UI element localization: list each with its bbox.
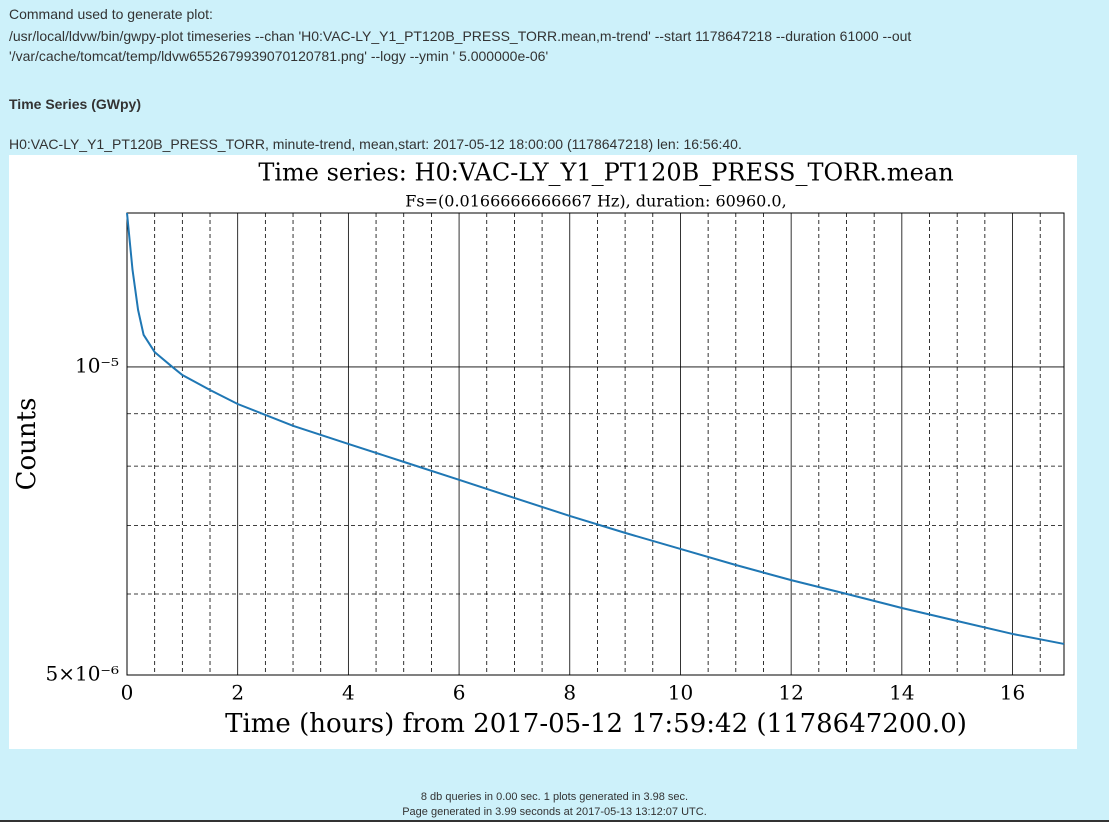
command-label: Command used to generate plot: — [9, 6, 213, 22]
data-line — [126, 212, 1065, 645]
x-tick-label: 0 — [121, 681, 134, 705]
command-text: /usr/local/ldvw/bin/gwpy-plot timeseries… — [9, 28, 912, 64]
x-tick-label: 2 — [231, 681, 244, 705]
x-tick-label: 8 — [563, 681, 576, 705]
plot-background — [9, 155, 1077, 749]
x-tick-label: 10 — [668, 681, 693, 705]
y-axis-label: Counts — [12, 398, 42, 491]
x-tick-label: 14 — [889, 681, 914, 705]
section-title: Time Series (GWpy) — [9, 96, 142, 112]
bottom-rule — [0, 820, 1109, 822]
footer-line: 8 db queries in 0.00 sec. 1 plots genera… — [420, 791, 689, 803]
footer-line: Page generated in 3.99 seconds at 2017-0… — [402, 806, 707, 818]
x-tick-label: 12 — [778, 681, 803, 705]
chart-title: Time series: H0:VAC-LY_Y1_PT120B_PRESS_T… — [258, 159, 953, 187]
y-tick-label: 5×10⁻⁶ — [45, 662, 119, 686]
channel-info: H0:VAC-LY_Y1_PT120B_PRESS_TORR, minute-t… — [9, 136, 742, 152]
x-tick-label: 16 — [1000, 681, 1025, 705]
y-tick-label: 10⁻⁵ — [75, 353, 119, 377]
x-axis-label: Time (hours) from 2017-05-12 17:59:42 (1… — [225, 709, 967, 739]
x-tick-label: 4 — [342, 681, 355, 705]
x-tick-label: 6 — [453, 681, 466, 705]
chart-subtitle: Fs=(0.0166666666667 Hz), duration: 60960… — [405, 192, 786, 211]
plot-frame — [126, 212, 1065, 676]
